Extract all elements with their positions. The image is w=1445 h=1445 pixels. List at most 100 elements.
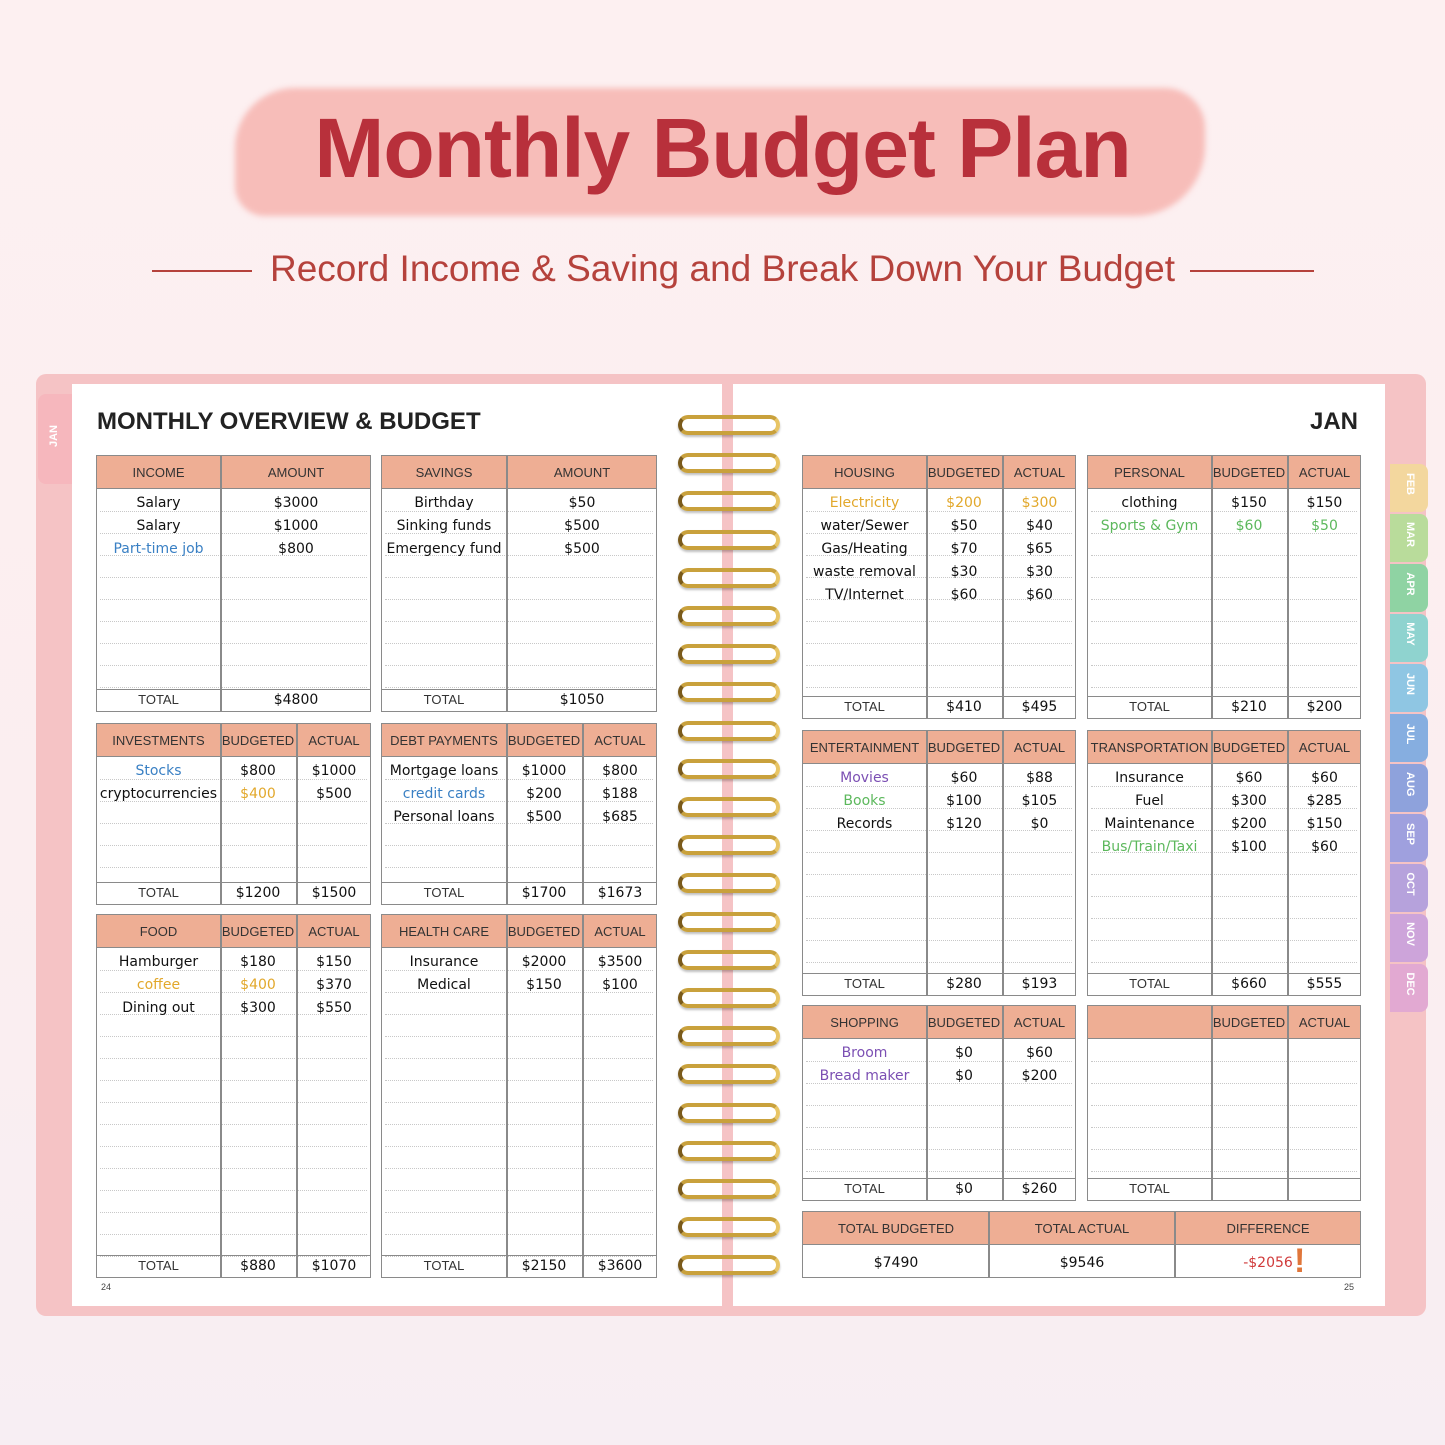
table-cell[interactable]: Insurance — [409, 954, 479, 970]
tab-may[interactable]: MAY — [1390, 614, 1428, 662]
table-cell[interactable]: $400 — [240, 977, 276, 993]
tab-jan[interactable]: JAN — [38, 394, 72, 484]
table-cell[interactable]: Salary — [136, 518, 181, 534]
table-cell[interactable]: $3500 — [597, 954, 643, 970]
total-value[interactable]: $1673 — [597, 885, 643, 901]
table-cell[interactable]: $88 — [1026, 770, 1053, 786]
table-cell[interactable]: credit cards — [402, 786, 486, 802]
table-cell[interactable]: $150 — [1306, 495, 1343, 511]
total-value[interactable]: $880 — [240, 1258, 276, 1274]
table-cell[interactable]: Books — [843, 793, 886, 809]
table-cell[interactable]: Personal loans — [393, 809, 495, 825]
total-value[interactable]: $1070 — [311, 1258, 357, 1274]
table-cell[interactable]: $105 — [1021, 793, 1058, 809]
total-value[interactable]: $3600 — [597, 1258, 643, 1274]
total-value[interactable]: $495 — [1021, 699, 1058, 715]
table-cell[interactable]: $60 — [1026, 587, 1053, 603]
total-value[interactable]: $4800 — [273, 692, 319, 708]
table-cell[interactable]: water/Sewer — [820, 518, 909, 534]
table-cell[interactable]: Hamburger — [118, 954, 199, 970]
table-cell[interactable]: $188 — [602, 786, 638, 802]
total-value[interactable]: $410 — [946, 699, 982, 715]
tab-dec[interactable]: DEC — [1390, 964, 1428, 1012]
table-cell[interactable]: $60 — [1235, 770, 1263, 786]
table-cell[interactable]: $150 — [1306, 816, 1343, 832]
table-cell[interactable]: $800 — [278, 541, 314, 557]
table-cell[interactable]: $150 — [1231, 495, 1267, 511]
table-cell[interactable]: $50 — [1311, 518, 1338, 534]
table-cell[interactable]: Sports & Gym — [1100, 518, 1199, 534]
table-cell[interactable]: Sinking funds — [396, 518, 492, 534]
table-cell[interactable]: $65 — [1026, 541, 1053, 557]
table-cell[interactable]: $1000 — [311, 763, 357, 779]
tab-nov[interactable]: NOV — [1390, 914, 1428, 962]
table-cell[interactable]: $50 — [950, 518, 978, 534]
table-cell[interactable]: $285 — [1306, 793, 1343, 809]
table-cell[interactable]: $60 — [950, 587, 978, 603]
table-cell[interactable]: $100 — [1231, 839, 1267, 855]
table-cell[interactable]: $300 — [240, 1000, 276, 1016]
table-cell[interactable]: $1000 — [521, 763, 567, 779]
table-cell[interactable]: $150 — [526, 977, 562, 993]
table-cell[interactable]: Bus/Train/Taxi — [1101, 839, 1198, 855]
table-cell[interactable]: $200 — [946, 495, 982, 511]
table-cell[interactable]: $300 — [1231, 793, 1267, 809]
tab-jun[interactable]: JUN — [1390, 664, 1428, 712]
table-cell[interactable]: $70 — [950, 541, 978, 557]
tab-oct[interactable]: OCT — [1390, 864, 1428, 912]
table-cell[interactable]: $0 — [955, 1045, 973, 1061]
table-cell[interactable]: $60 — [950, 770, 978, 786]
table-cell[interactable]: $120 — [946, 816, 982, 832]
total-value[interactable]: $1050 — [559, 692, 605, 708]
table-cell[interactable]: Gas/Heating — [821, 541, 908, 557]
table-cell[interactable]: waste removal — [813, 564, 916, 580]
table-cell[interactable]: Dining out — [122, 1000, 195, 1016]
table-cell[interactable]: cryptocurrencies — [99, 786, 218, 802]
tab-mar[interactable]: MAR — [1390, 514, 1428, 562]
table-cell[interactable]: $3000 — [273, 495, 319, 511]
table-cell[interactable]: $550 — [316, 1000, 352, 1016]
tab-jul[interactable]: JUL — [1390, 714, 1428, 762]
table-cell[interactable]: Maintenance — [1104, 816, 1195, 832]
table-cell[interactable]: Movies — [840, 770, 889, 786]
total-value[interactable]: $1500 — [311, 885, 357, 901]
table-cell[interactable]: $60 — [1235, 518, 1263, 534]
table-cell[interactable]: $0 — [955, 1068, 973, 1084]
table-cell[interactable]: Part-time job — [113, 541, 204, 557]
total-value[interactable] — [1211, 1178, 1287, 1200]
table-cell[interactable]: $200 — [1231, 816, 1267, 832]
total-value[interactable]: $260 — [1021, 1181, 1058, 1197]
table-cell[interactable]: $1000 — [273, 518, 319, 534]
table-cell[interactable]: Birthday — [414, 495, 474, 511]
tab-aug[interactable]: AUG — [1390, 764, 1428, 812]
tab-apr[interactable]: APR — [1390, 564, 1428, 612]
tab-sep[interactable]: SEP — [1390, 814, 1428, 862]
table-cell[interactable]: $40 — [1026, 518, 1053, 534]
table-cell[interactable]: $60 — [1311, 839, 1338, 855]
total-value[interactable]: $210 — [1231, 699, 1267, 715]
table-cell[interactable]: $500 — [526, 809, 562, 825]
total-value[interactable]: $280 — [946, 976, 982, 992]
table-cell[interactable]: $400 — [240, 786, 276, 802]
table-cell[interactable]: $685 — [602, 809, 638, 825]
total-value[interactable]: $200 — [1306, 699, 1343, 715]
table-cell[interactable]: $800 — [240, 763, 276, 779]
total-value[interactable]: $193 — [1021, 976, 1058, 992]
table-cell[interactable]: $200 — [1021, 1068, 1058, 1084]
total-value[interactable] — [1287, 1178, 1360, 1200]
table-cell[interactable]: $370 — [316, 977, 352, 993]
total-value[interactable]: $555 — [1306, 976, 1343, 992]
table-cell[interactable]: Broom — [841, 1045, 888, 1061]
table-cell[interactable]: $50 — [568, 495, 596, 511]
table-cell[interactable]: $30 — [950, 564, 978, 580]
table-cell[interactable]: Fuel — [1135, 793, 1164, 809]
table-cell[interactable]: $500 — [316, 786, 352, 802]
table-cell[interactable]: $180 — [240, 954, 276, 970]
table-cell[interactable]: coffee — [136, 977, 181, 993]
table-cell[interactable]: Stocks — [135, 763, 182, 779]
table-cell[interactable]: Salary — [136, 495, 181, 511]
table-cell[interactable]: $200 — [526, 786, 562, 802]
total-value[interactable]: $0 — [955, 1181, 973, 1197]
table-cell[interactable]: $60 — [1026, 1045, 1053, 1061]
table-cell[interactable]: Insurance — [1115, 770, 1184, 786]
